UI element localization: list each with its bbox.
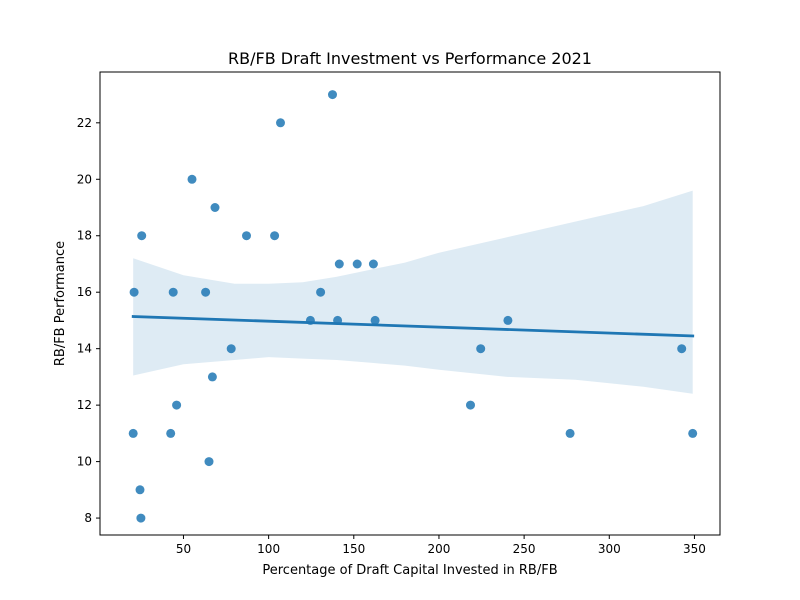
regression-line — [131, 315, 695, 338]
x-tick-label: 350 — [683, 542, 706, 556]
y-tick-label: 18 — [77, 229, 92, 243]
data-point — [128, 428, 138, 438]
x-tick-label: 300 — [598, 542, 621, 556]
data-point — [187, 174, 197, 184]
x-tick-label: 50 — [176, 542, 191, 556]
y-tick-label: 22 — [77, 116, 92, 130]
data-point — [210, 203, 220, 212]
data-point — [370, 315, 380, 325]
data-point — [503, 315, 513, 325]
chart-title: RB/FB Draft Investment vs Performance 20… — [228, 49, 592, 68]
y-tick-label: 20 — [77, 172, 92, 186]
data-point — [137, 231, 147, 241]
data-point — [201, 287, 211, 297]
data-point — [129, 287, 139, 297]
data-point — [204, 457, 214, 467]
data-point — [565, 428, 575, 438]
x-tick-label: 100 — [257, 542, 280, 556]
data-point — [466, 400, 475, 410]
data-point — [270, 231, 280, 241]
data-point — [168, 287, 178, 297]
data-point — [328, 90, 337, 100]
data-point — [688, 428, 698, 438]
data-point — [352, 259, 362, 269]
x-axis-label: Percentage of Draft Capital Invested in … — [262, 563, 557, 578]
x-tick-label: 200 — [428, 542, 451, 556]
plot-area-frame — [99, 71, 721, 536]
confidence-band — [133, 190, 693, 394]
data-point — [276, 118, 285, 128]
y-tick-label: 14 — [77, 342, 92, 356]
data-point — [166, 428, 176, 438]
data-point — [316, 287, 326, 297]
confidence-band-layer — [133, 190, 693, 394]
data-point — [207, 372, 217, 382]
data-point — [135, 485, 145, 495]
y-tick-label: 8 — [84, 511, 92, 525]
regression-line-layer — [131, 315, 695, 338]
y-tick-label: 10 — [77, 455, 92, 469]
data-point — [368, 259, 378, 269]
y-axis-ticks: 8 10 12 14 16 18 20 22 — [77, 116, 100, 525]
y-tick-label: 12 — [77, 398, 92, 412]
y-axis-label: RB/FB Performance — [53, 241, 68, 366]
data-point — [677, 344, 687, 354]
x-tick-label: 150 — [342, 542, 365, 556]
data-point — [334, 259, 344, 269]
data-point — [136, 513, 146, 523]
data-point — [476, 344, 486, 354]
y-tick-label: 16 — [77, 285, 92, 299]
x-tick-label: 250 — [513, 542, 536, 556]
data-point — [242, 231, 251, 241]
x-axis-ticks: 50 100 150 200 250 300 350 — [176, 535, 706, 556]
data-points-layer — [128, 90, 698, 523]
data-point — [226, 344, 236, 354]
data-point — [172, 400, 182, 410]
